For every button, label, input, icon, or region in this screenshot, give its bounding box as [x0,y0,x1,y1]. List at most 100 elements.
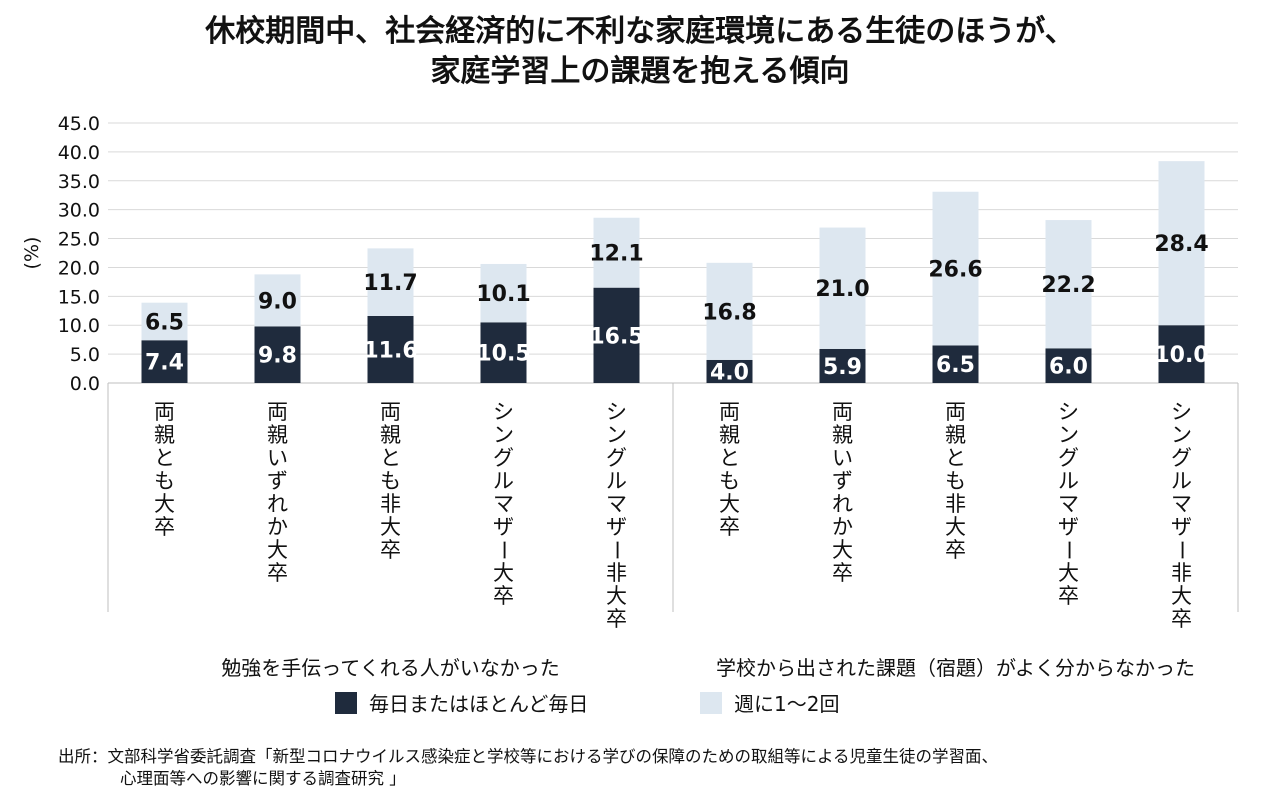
source-note: 出所：文部科学省委託調査「新型コロナウイルス感染症と学校等における学びの保障のた… [58,746,1258,790]
y-tick-label: 30.0 [58,200,100,222]
y-tick-label: 5.0 [70,344,100,366]
data-label-daily: 10.0 [1154,343,1208,368]
x-tick-label-char: ー [1057,540,1081,561]
x-tick-label-char: と [719,446,740,470]
x-tick-label-char: 大 [493,561,514,585]
y-tick-label: 45.0 [58,113,100,135]
bar-daily [706,359,753,383]
x-tick-label-char: 卒 [606,607,627,631]
x-tick-label-char: 親 [380,423,401,447]
x-tick-label-char: も [719,469,740,493]
bar-daily [593,287,640,383]
data-label-weekly: 22.2 [1041,273,1095,298]
y-tick-label: 40.0 [58,142,100,164]
x-tick-label-char: 大 [719,492,740,516]
bar-weekly [480,263,527,323]
bar-weekly [254,274,301,327]
x-tick-label-char: ル [493,469,514,493]
data-label-daily: 4.0 [710,360,749,385]
data-label-daily: 5.9 [823,355,862,380]
x-tick-label-char: 両 [380,400,401,424]
bar-weekly [367,248,414,316]
x-tick-label-char: 両 [267,400,288,424]
x-tick-label-char: ル [1171,469,1192,493]
x-tick-label-char: シ [1058,400,1079,424]
x-tick-label-char: い [267,446,288,470]
x-tick-label-char: グ [1171,446,1192,470]
x-tick-label-char: と [380,446,401,470]
group-label-2: 学校から出された課題（宿題）がよく分からなかった [716,656,1195,680]
bar-daily [254,326,301,383]
data-label-weekly: 6.5 [145,310,184,335]
title-line-2: 家庭学習上の課題を抱える傾向 [430,54,850,89]
x-tick-label-char: 非 [606,561,627,585]
x-tick-label-char: 卒 [1058,584,1079,608]
data-label-weekly: 9.0 [258,289,297,314]
x-tick-label-char: グ [606,446,627,470]
bar-daily [1045,348,1092,383]
x-tick-label-char: 親 [945,423,966,447]
x-tick-label-char: 卒 [945,538,966,562]
legend-swatch-weekly [700,691,722,714]
x-tick-label-char: マ [1171,492,1192,516]
data-label-weekly: 10.1 [476,282,530,307]
x-tick-label-char: 両 [945,400,966,424]
x-tick-label-char: れ [832,492,853,516]
x-tick-label-char: 卒 [154,515,175,539]
x-tick-label-char: ザ [1171,515,1192,539]
x-tick-label-char: 大 [606,584,627,608]
legend-item-weekly: 週に1〜2回 [700,688,839,717]
x-tick-label-char: も [154,469,175,493]
x-tick-label-char: 卒 [832,561,853,585]
x-tick-label-char: 卒 [719,515,740,539]
group-label-1: 勉強を手伝ってくれる人がいなかった [221,656,560,680]
x-tick-label-char: 両 [154,400,175,424]
x-tick-label-char: 大 [154,492,175,516]
data-label-weekly: 21.0 [815,277,869,302]
x-tick-label-char: 大 [1171,584,1192,608]
data-label-daily: 10.5 [476,342,530,367]
bar-weekly [819,227,866,349]
source-line-2: 心理面等への影響に関する調査研究 」 [120,769,406,788]
x-tick-label-char: 卒 [267,561,288,585]
legend-item-daily: 毎日またはほとんど毎日 [335,688,588,717]
bar-weekly [706,262,753,360]
x-tick-label-char: ザ [493,515,514,539]
x-tick-label-char: と [945,446,966,470]
y-tick-label: 20.0 [58,257,100,279]
x-tick-label-char: マ [1058,492,1079,516]
x-tick-label-char: か [832,515,853,539]
x-tick-label-char: ン [1058,423,1079,447]
legend-label-weekly: 週に1〜2回 [734,692,840,716]
x-tick-label-char: マ [606,492,627,516]
x-tick-label-char: か [267,515,288,539]
legend-swatch-daily [335,691,357,714]
y-tick-label: 10.0 [58,315,100,337]
data-label-weekly: 16.8 [702,300,756,325]
bar-weekly [593,217,640,288]
x-tick-label-char: シ [606,400,627,424]
x-tick-label-char: マ [493,492,514,516]
x-tick-label-char: ル [606,469,627,493]
x-tick-label-char: グ [1058,446,1079,470]
x-tick-label-char: 大 [832,538,853,562]
title-line-1: 休校期間中、社会経済的に不利な家庭環境にある生徒のほうが、 [205,14,1075,49]
x-tick-label-char: い [832,446,853,470]
bar-daily [1158,325,1205,383]
x-tick-label-char: グ [493,446,514,470]
bar-weekly [141,302,188,341]
x-tick-label-char: 両 [832,400,853,424]
x-tick-label-char: 非 [1171,561,1192,585]
x-tick-label-char: ー [605,540,629,561]
x-tick-label-char: ル [1058,469,1079,493]
y-tick-label: 15.0 [58,286,100,308]
x-tick-label-char: 大 [380,515,401,539]
data-label-daily: 9.8 [258,344,297,369]
x-tick-label-char: ン [1171,423,1192,447]
x-tick-label-char: 卒 [493,584,514,608]
x-tick-label-char: ザ [606,515,627,539]
data-label-daily: 16.5 [589,324,643,349]
x-tick-label-char: ザ [1058,515,1079,539]
x-tick-label-char: ず [832,469,853,493]
x-tick-label-char: 卒 [1171,607,1192,631]
